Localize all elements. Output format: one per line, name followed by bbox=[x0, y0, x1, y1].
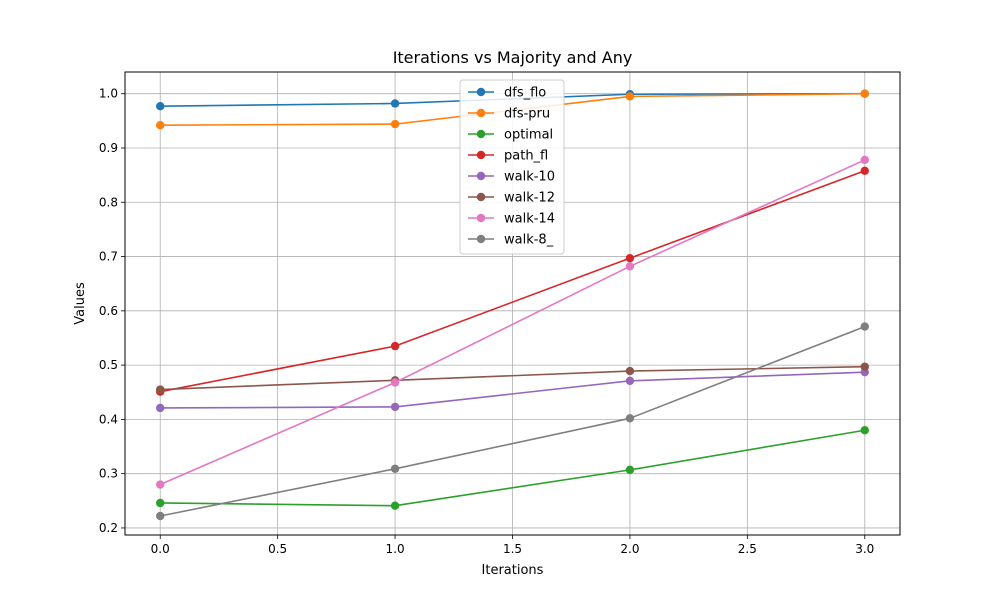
series-line bbox=[160, 371, 865, 409]
legend-marker bbox=[476, 213, 486, 223]
x-tick-label: 0.0 bbox=[151, 542, 170, 556]
data-point bbox=[156, 120, 165, 130]
legend-marker bbox=[476, 129, 486, 139]
y-axis: 0.2 0.3 0.4 0.5 0.6 0.7 0.8 0.9 1.0 bbox=[99, 87, 125, 535]
data-point bbox=[390, 464, 400, 473]
x-tick-label: 0.5 bbox=[268, 542, 287, 556]
y-tick-label: 0.2 bbox=[99, 521, 118, 535]
legend-marker bbox=[476, 234, 486, 244]
series-group bbox=[156, 89, 869, 521]
data-point bbox=[625, 366, 635, 376]
x-axis-label: Iterations bbox=[482, 563, 544, 578]
legend-label: dfs_flo bbox=[504, 86, 546, 101]
legend-label: path_fl bbox=[504, 149, 548, 164]
data-point bbox=[860, 89, 869, 98]
data-point bbox=[156, 498, 165, 508]
legend-item: walk-10 bbox=[468, 170, 555, 185]
series-walk-14 bbox=[156, 155, 869, 489]
data-point bbox=[860, 362, 869, 371]
data-point bbox=[625, 92, 635, 101]
legend: dfs_flo dfs-pru optimal path_fl walk-10 walk-… bbox=[459, 79, 565, 255]
y-tick-label: 0.4 bbox=[99, 412, 118, 426]
y-tick-label: 0.7 bbox=[99, 250, 118, 264]
x-axis: 0.0 0.5 1.0 1.5 2.0 2.5 3.0 bbox=[151, 535, 874, 556]
data-point bbox=[860, 155, 869, 165]
legend-label: dfs-pru bbox=[504, 107, 550, 122]
legend-marker bbox=[476, 87, 486, 97]
x-tick-label: 1.5 bbox=[503, 542, 522, 556]
y-tick-label: 1.0 bbox=[99, 87, 118, 101]
data-point bbox=[625, 376, 635, 386]
legend-item: dfs-pru bbox=[468, 107, 550, 122]
series-path_fl bbox=[156, 166, 869, 396]
chart-title: Iterations vs Majority and Any bbox=[393, 48, 633, 67]
y-tick-label: 0.5 bbox=[99, 358, 118, 372]
legend-item: walk-14 bbox=[468, 212, 555, 227]
data-point bbox=[860, 426, 869, 435]
legend-label: walk-8_ bbox=[504, 233, 554, 248]
series-line bbox=[160, 365, 865, 391]
legend-label: walk-12 bbox=[504, 191, 555, 206]
x-tick-label: 2.5 bbox=[738, 542, 757, 556]
legend-marker bbox=[476, 150, 486, 160]
legend-item: path_fl bbox=[468, 149, 548, 164]
data-point bbox=[625, 262, 635, 271]
x-tick-label: 3.0 bbox=[855, 542, 874, 556]
legend-label: optimal bbox=[504, 128, 553, 143]
legend-marker bbox=[476, 108, 486, 118]
data-point bbox=[390, 341, 400, 351]
y-tick-label: 0.3 bbox=[99, 467, 118, 481]
data-point bbox=[860, 166, 869, 175]
data-point bbox=[156, 511, 165, 521]
data-point bbox=[390, 119, 400, 129]
legend-label: walk-14 bbox=[504, 212, 555, 227]
data-point bbox=[390, 378, 400, 387]
series-walk-8_ bbox=[156, 322, 869, 521]
x-tick-label: 2.0 bbox=[620, 542, 639, 556]
data-point bbox=[390, 501, 400, 510]
legend-item: walk-8_ bbox=[468, 233, 554, 248]
legend-item: dfs_flo bbox=[468, 86, 546, 101]
data-point bbox=[156, 480, 165, 489]
data-point bbox=[156, 385, 165, 394]
series-line bbox=[160, 325, 866, 517]
data-point bbox=[390, 402, 400, 412]
legend-item: walk-12 bbox=[468, 191, 555, 206]
data-point bbox=[860, 322, 869, 331]
y-tick-label: 0.8 bbox=[99, 195, 118, 209]
y-tick-label: 0.9 bbox=[99, 141, 118, 155]
legend-marker bbox=[476, 192, 486, 202]
data-point bbox=[156, 403, 165, 413]
data-point bbox=[625, 465, 635, 475]
y-tick-label: 0.6 bbox=[99, 304, 118, 318]
data-point bbox=[390, 99, 400, 108]
data-point bbox=[156, 101, 165, 111]
data-point bbox=[625, 414, 635, 423]
legend-label: walk-10 bbox=[504, 170, 555, 185]
y-axis-label: Values bbox=[73, 282, 88, 325]
legend-marker bbox=[476, 171, 486, 181]
series-line bbox=[160, 170, 866, 393]
data-point bbox=[625, 253, 635, 263]
x-tick-label: 1.0 bbox=[386, 542, 405, 556]
series-line bbox=[160, 429, 865, 507]
legend-item: optimal bbox=[468, 128, 553, 143]
legend-box bbox=[459, 79, 565, 255]
series-line bbox=[159, 159, 866, 486]
series-optimal bbox=[156, 426, 869, 510]
